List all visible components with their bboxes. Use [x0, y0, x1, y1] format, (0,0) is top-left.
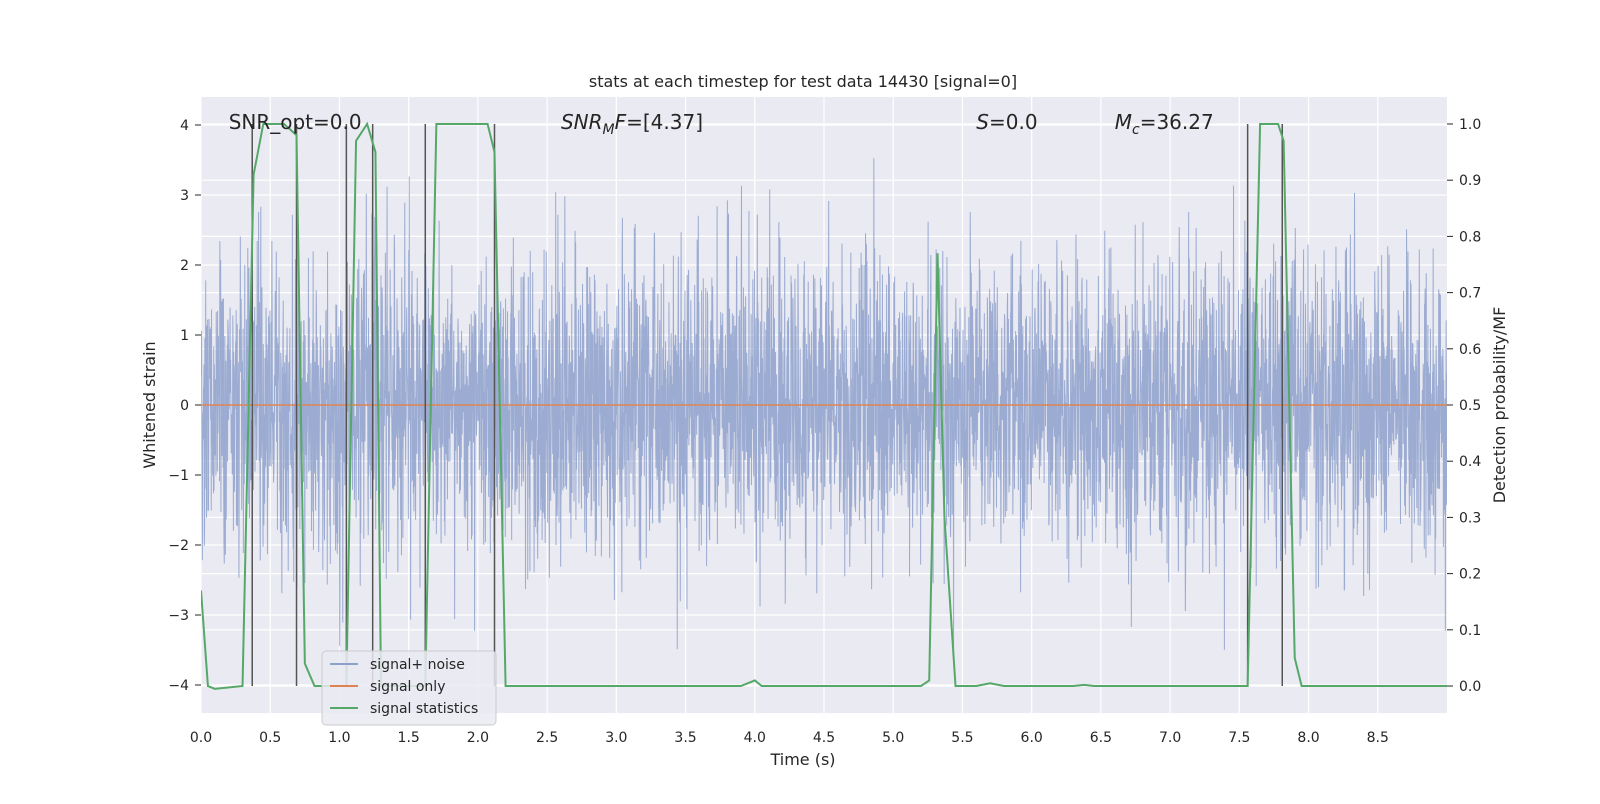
annotation-mc: Mc=36.27 [1115, 110, 1214, 138]
x-tick-label: 8.0 [1297, 730, 1319, 746]
y-tick-label-right: 1.0 [1459, 117, 1481, 133]
x-tick-label: 6.5 [1090, 730, 1112, 746]
legend-label: signal+ noise [370, 657, 465, 673]
y-tick-label-left: 4 [180, 118, 189, 134]
detection-lines [251, 123, 1284, 687]
series-signal-statistics [201, 121, 1447, 690]
x-tick-label: 5.5 [951, 730, 973, 746]
chart-title: stats at each timestep for test data 144… [589, 72, 1017, 91]
y-tick-label-left: −2 [168, 538, 189, 554]
y-tick-label-right: 0.2 [1459, 567, 1481, 583]
x-tick-label: 4.5 [813, 730, 835, 746]
annotation-snr-mf: SNRMF=[4.37] [561, 110, 703, 138]
y-tick-label-right: 0.5 [1459, 398, 1481, 414]
ticks: 0.0 0.5 1.0 1.5 2.0 2.5 3.0 3.5 4.0 4.5 5.0 5.5 6.0 6… [168, 117, 1481, 746]
y-tick-label-right: 0.4 [1459, 454, 1481, 470]
y-tick-label-left: −1 [168, 468, 189, 484]
x-tick-label: 0.5 [259, 730, 281, 746]
x-tick-label: 7.5 [1228, 730, 1250, 746]
x-tick-label: 7.0 [1159, 730, 1181, 746]
statistics-series [201, 121, 1447, 690]
y-tick-label-left: 0 [180, 398, 189, 414]
annotation-s: S=0.0 [976, 110, 1037, 134]
y-tick-label-right: 0.3 [1459, 510, 1481, 526]
annotation-snr-opt: SNR_opt=0.0 [229, 110, 362, 134]
y-tick-label-left: −3 [168, 608, 189, 624]
x-tick-label: 5.0 [882, 730, 904, 746]
x-tick-label: 0.0 [190, 730, 212, 746]
y-tick-label-left: 1 [180, 328, 189, 344]
x-tick-label: 2.5 [536, 730, 558, 746]
y-tick-label-left: −4 [168, 678, 189, 694]
y-tick-label-right: 0.6 [1459, 342, 1481, 358]
x-tick-label: 8.5 [1367, 730, 1389, 746]
x-tick-label: 1.5 [398, 730, 420, 746]
y-tick-label-right: 0.9 [1459, 173, 1481, 189]
y-tick-label-left: 3 [180, 188, 189, 204]
y-tick-label-left: 2 [180, 258, 189, 274]
series-signal-noise [201, 158, 1447, 658]
y-tick-label-right: 0.8 [1459, 229, 1481, 245]
y-axis-label-left: Whitened strain [140, 341, 159, 468]
legend-box [321, 650, 497, 726]
x-tick-label: 1.0 [328, 730, 350, 746]
y-tick-label-right: 0.0 [1459, 679, 1481, 695]
y-tick-label-right: 0.1 [1459, 623, 1481, 639]
x-tick-label: 2.0 [467, 730, 489, 746]
y-axis-label-right: Detection probability/MF [1490, 307, 1509, 504]
legend-label: signal statistics [370, 701, 478, 717]
x-tick-label: 3.0 [605, 730, 627, 746]
x-tick-label: 6.0 [1021, 730, 1043, 746]
legend: signal+ noise signal only signal statistic… [321, 650, 497, 726]
noise-series [201, 158, 1447, 658]
x-tick-label: 4.0 [744, 730, 766, 746]
legend-label: signal only [370, 679, 445, 695]
annotations: SNR_opt=0.0 SNRMF=[4.37] S=0.0 Mc=36.27 [229, 110, 1214, 138]
x-tick-label: 3.5 [674, 730, 696, 746]
x-axis-label: Time (s) [769, 750, 835, 769]
y-tick-label-right: 0.7 [1459, 286, 1481, 302]
